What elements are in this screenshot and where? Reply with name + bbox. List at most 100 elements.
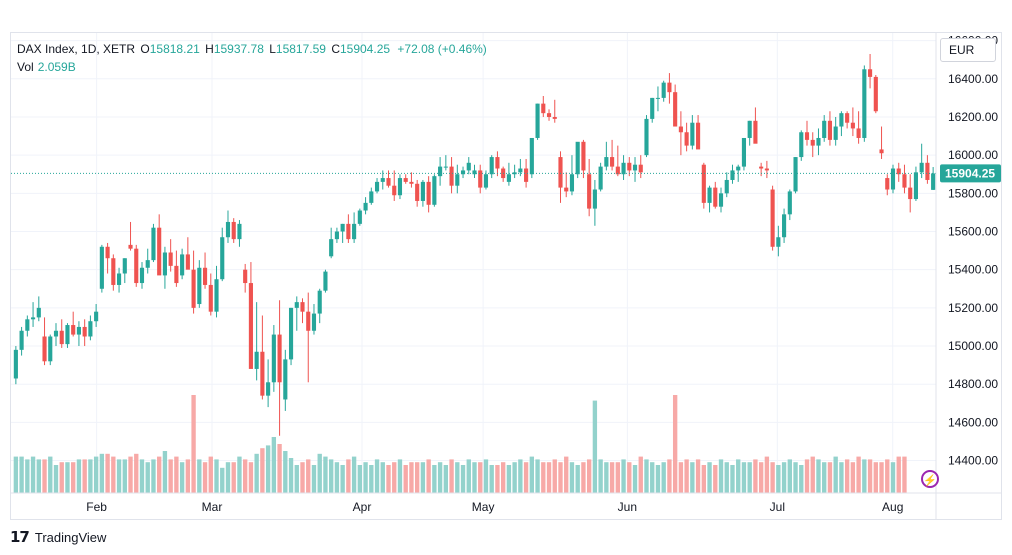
candle-body (59, 330, 64, 345)
volume-bar (833, 456, 838, 493)
candle-body (592, 189, 597, 209)
candle-body (730, 170, 735, 180)
branding[interactable]: 17 TradingView (10, 527, 106, 547)
candle-body (415, 183, 420, 201)
candle-body (810, 139, 815, 146)
candle-body (793, 157, 798, 192)
volume-bar (426, 459, 431, 493)
volume-bar (793, 462, 798, 493)
candle-body (862, 69, 867, 138)
candle-body (610, 157, 615, 167)
y-tick-label: 14600.00 (948, 415, 998, 429)
candle-body (518, 168, 523, 173)
open-value: 15818.21 (149, 42, 200, 56)
candle-body (913, 172, 918, 200)
candle-body (334, 231, 339, 240)
candle-body (197, 267, 202, 305)
candlestick-chart[interactable]: 16600.0016400.0016200.0016000.0015800.00… (11, 33, 1001, 519)
candle-body (71, 325, 76, 335)
candle-body (552, 116, 557, 119)
y-tick-label: 16000.00 (948, 148, 998, 162)
candle-body (650, 97, 655, 119)
candle-body (856, 128, 861, 138)
volume-bar (552, 459, 557, 493)
candle-body (323, 271, 328, 291)
candle-body (495, 157, 500, 169)
volume-bar (495, 465, 500, 493)
volume-bar (134, 453, 139, 493)
candle-body (145, 260, 150, 268)
volume-bar (271, 437, 277, 493)
volume-bar (558, 462, 563, 493)
y-tick-label: 16400.00 (948, 72, 998, 86)
volume-bar (667, 459, 672, 493)
candle-body (667, 82, 672, 93)
volume-bar (472, 462, 477, 493)
volume-bar (306, 459, 311, 493)
x-tick-label: Mar (202, 500, 223, 514)
volume-bar (122, 459, 127, 493)
candle-body (747, 120, 752, 138)
volume-bar (684, 459, 689, 493)
volume-bar (59, 462, 64, 493)
candle-body (799, 132, 804, 158)
volume-bar (145, 462, 150, 493)
x-tick-label: May (472, 500, 495, 514)
volume-bar (357, 465, 363, 493)
low-key: L (269, 42, 276, 56)
volume-bar (483, 459, 489, 493)
brand-name: TradingView (34, 529, 107, 545)
volume-value: 2.059B (37, 60, 76, 74)
volume-bar (157, 456, 162, 493)
high-key: H (205, 42, 214, 56)
volume-bar (317, 453, 322, 493)
volume-bar (862, 459, 867, 493)
volume-label[interactable]: Vol (17, 60, 34, 74)
volume-bar (432, 465, 437, 493)
volume-bar (351, 456, 357, 493)
legend-volume-row: Vol 2.059B (17, 58, 487, 76)
candle-body (483, 174, 489, 188)
candle-body (902, 174, 907, 188)
volume-bar (283, 451, 288, 493)
volume-bar (569, 462, 575, 493)
candle-body (655, 97, 661, 99)
candle-body (202, 267, 208, 285)
candle-body (53, 330, 59, 337)
lightning-icon[interactable]: ⚡ (921, 470, 939, 488)
chart-frame[interactable]: 16600.0016400.0016200.0016000.0015800.00… (10, 32, 1002, 520)
volume-bar (672, 395, 678, 493)
candle-body (208, 284, 213, 312)
volume-bar (586, 459, 592, 493)
volume-bar (804, 459, 810, 493)
currency-button[interactable]: EUR (940, 38, 996, 62)
candle-body (896, 168, 901, 175)
volume-bar (541, 462, 546, 493)
candle-body (787, 191, 792, 215)
volume-bar (564, 456, 569, 493)
volume-bar (787, 459, 792, 493)
volume-bar (414, 462, 420, 493)
volume-bar (36, 459, 41, 493)
candle-body (214, 279, 219, 312)
volume-bar (65, 462, 70, 493)
volume-bar (13, 456, 19, 493)
volume-bar (781, 462, 787, 493)
volume-bar (214, 459, 219, 493)
candle-body (529, 137, 534, 175)
candle-body (684, 132, 689, 146)
x-tick-label: Apr (353, 500, 372, 514)
candle-body (690, 122, 695, 146)
candle-body (65, 325, 70, 345)
candle-body (661, 82, 666, 98)
candle-body (879, 149, 884, 154)
volume-bar (168, 459, 173, 493)
candle-body (782, 214, 787, 238)
symbol-label[interactable]: DAX Index, 1D, XETR (17, 42, 136, 56)
candle-body (569, 174, 575, 192)
candle-body (254, 351, 259, 369)
y-tick-label: 15000.00 (948, 339, 998, 353)
volume-bar (116, 459, 122, 493)
volume-bar (707, 462, 712, 493)
candle-body (718, 193, 724, 207)
